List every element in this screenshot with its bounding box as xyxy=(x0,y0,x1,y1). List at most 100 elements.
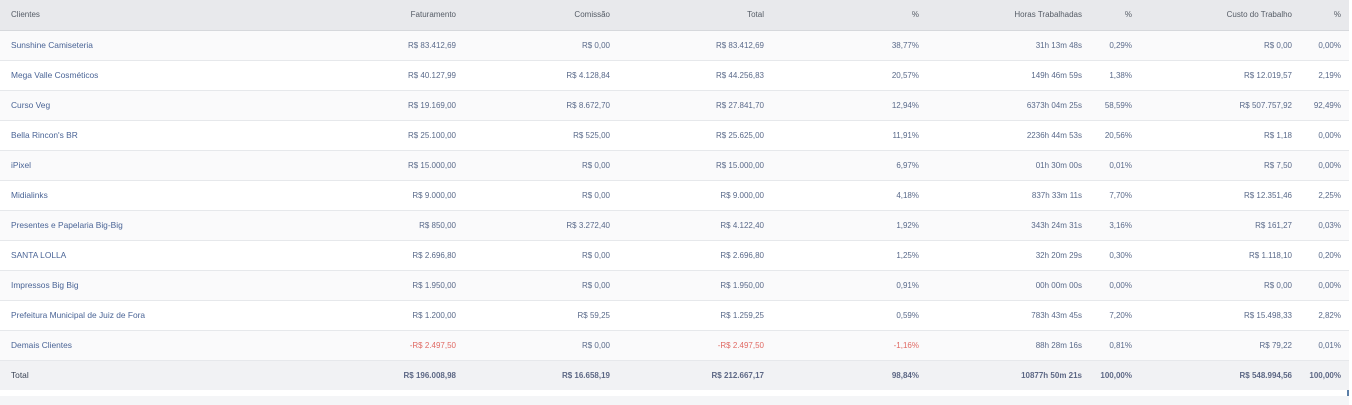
totals-faturamento: R$ 196.008,98 xyxy=(403,370,457,380)
totals-custo: R$ 548.994,56 xyxy=(1239,370,1293,380)
cell-comissao: R$ 525,00 xyxy=(573,130,610,140)
cell-horas: 837h 33m 11s xyxy=(1031,190,1082,200)
totals-horas: 10877h 50m 21s xyxy=(1021,370,1082,380)
cell-comissao: R$ 0,00 xyxy=(581,160,610,170)
cell-horas: 343h 24m 31s xyxy=(1031,220,1082,230)
cell-comissao: R$ 4.128,84 xyxy=(566,70,610,80)
cell-percent: 1,25% xyxy=(896,250,919,260)
table-row[interactable]: iPixel R$ 15.000,00 R$ 0,00 R$ 15.000,00 6,9… xyxy=(0,150,1349,180)
header-percent-horas[interactable]: % xyxy=(1082,0,1132,31)
cell-percent: 38,77% xyxy=(891,40,919,50)
header-total[interactable]: Total xyxy=(610,0,764,31)
cell-percent-horas: 20,56% xyxy=(1104,130,1132,140)
client-name-link[interactable]: Demais Clientes xyxy=(11,340,72,350)
header-percent-custo[interactable]: % xyxy=(1292,0,1349,31)
table-row[interactable]: Mega Valle Cosméticos R$ 40.127,99 R$ 4.12… xyxy=(0,60,1349,90)
client-name-link[interactable]: Bella Rincon's BR xyxy=(11,130,78,140)
cell-percent-horas: 7,70% xyxy=(1109,190,1132,200)
table-row[interactable]: Midialinks R$ 9.000,00 R$ 0,00 R$ 9.000,00 4… xyxy=(0,180,1349,210)
cell-total: R$ 1.259,25 xyxy=(720,310,764,320)
header-percent-total[interactable]: % xyxy=(764,0,919,31)
client-name-link[interactable]: Impressos Big Big xyxy=(11,280,79,290)
cell-percent: 11,91% xyxy=(892,130,919,140)
cell-percent-horas: 58,59% xyxy=(1104,100,1132,110)
clients-report-table: Clientes Faturamento Comissão Total % Ho… xyxy=(0,0,1349,390)
client-name-link[interactable]: iPixel xyxy=(11,160,32,170)
totals-label: Total xyxy=(11,370,29,381)
table-row[interactable]: SANTA LOLLA R$ 2.696,80 R$ 0,00 R$ 2.696,80… xyxy=(0,240,1349,270)
cell-comissao: R$ 0,00 xyxy=(581,40,610,50)
cell-faturamento: R$ 40.127,99 xyxy=(407,70,456,80)
cell-custo: R$ 1,18 xyxy=(1263,130,1292,140)
table-body: Sunshine Camiseteria R$ 83.412,69 R$ 0,00 R… xyxy=(0,30,1349,360)
table-row[interactable]: Prefeitura Municipal de Juiz de Fora R$ 1… xyxy=(0,300,1349,330)
cell-custo: R$ 79,22 xyxy=(1259,340,1292,350)
cell-percent-custo: 2,25% xyxy=(1318,190,1341,200)
header-comissao[interactable]: Comissão xyxy=(456,0,610,31)
cell-percent: 20,57% xyxy=(891,70,919,80)
cell-percent-custo: 0,03% xyxy=(1318,220,1341,230)
table-row[interactable]: Sunshine Camiseteria R$ 83.412,69 R$ 0,00 R… xyxy=(0,30,1349,60)
cell-faturamento: R$ 19.169,00 xyxy=(407,100,456,110)
table-header-row: Clientes Faturamento Comissão Total % Ho… xyxy=(0,0,1349,31)
cell-horas: 783h 43m 45s xyxy=(1031,310,1082,320)
client-name-link[interactable]: Sunshine Camiseteria xyxy=(11,40,93,50)
client-name-link[interactable]: Curso Veg xyxy=(11,100,51,110)
cell-percent: 0,59% xyxy=(896,310,919,320)
cell-percent-custo: 2,19% xyxy=(1318,70,1341,80)
cell-faturamento: R$ 25.100,00 xyxy=(407,130,456,140)
client-name-link[interactable]: Presentes e Papelaria Big-Big xyxy=(11,220,123,230)
cell-horas: 01h 30m 00s xyxy=(1035,160,1082,170)
cell-faturamento: R$ 1.200,00 xyxy=(412,310,456,320)
cell-percent-custo: 0,00% xyxy=(1318,130,1341,140)
cell-percent-custo: 0,00% xyxy=(1318,160,1341,170)
cell-horas: 31h 13m 48s xyxy=(1035,40,1082,50)
table-bottom-band xyxy=(0,396,1349,405)
cell-faturamento: R$ 850,00 xyxy=(419,220,456,230)
client-name-link[interactable]: SANTA LOLLA xyxy=(11,250,67,260)
cell-percent: 4,18% xyxy=(896,190,919,200)
table-row[interactable]: Impressos Big Big R$ 1.950,00 R$ 0,00 R$ 1.… xyxy=(0,270,1349,300)
table-row[interactable]: Bella Rincon's BR R$ 25.100,00 R$ 525,00 R$… xyxy=(0,120,1349,150)
client-name-link[interactable]: Mega Valle Cosméticos xyxy=(11,70,99,80)
client-name-link[interactable]: Prefeitura Municipal de Juiz de Fora xyxy=(11,310,146,320)
cell-total: R$ 9.000,00 xyxy=(720,190,764,200)
cell-horas: 88h 28m 16s xyxy=(1035,340,1082,350)
table-row[interactable]: Curso Veg R$ 19.169,00 R$ 8.672,70 R$ 27.84… xyxy=(0,90,1349,120)
cell-percent: 6,97% xyxy=(896,160,919,170)
cell-comissao: R$ 3.272,40 xyxy=(566,220,610,230)
cell-percent-custo: 0,20% xyxy=(1318,250,1341,260)
cell-percent-custo: 0,00% xyxy=(1318,40,1341,50)
cell-custo: R$ 0,00 xyxy=(1263,40,1292,50)
table-row[interactable]: Demais Clientes -R$ 2.497,50 R$ 0,00 -R$ 2.… xyxy=(0,330,1349,360)
header-custo-trabalho[interactable]: Custo do Trabalho xyxy=(1132,0,1292,31)
header-faturamento[interactable]: Faturamento xyxy=(340,0,456,31)
cell-horas: 2236h 44m 53s xyxy=(1026,130,1082,140)
cell-percent-horas: 7,20% xyxy=(1109,310,1132,320)
cell-percent-custo: 0,00% xyxy=(1318,280,1341,290)
totals-percent-custo: 100,00% xyxy=(1309,370,1341,380)
cell-custo: R$ 15.498,33 xyxy=(1243,310,1292,320)
cell-total: R$ 44.256,83 xyxy=(715,70,764,80)
cell-percent-horas: 0,00% xyxy=(1109,280,1132,290)
cell-percent-custo: 0,01% xyxy=(1318,340,1341,350)
header-horas-trabalhadas[interactable]: Horas Trabalhadas xyxy=(919,0,1082,31)
cell-faturamento: R$ 2.696,80 xyxy=(412,250,456,260)
totals-percent-horas: 100,00% xyxy=(1100,370,1132,380)
client-name-link[interactable]: Midialinks xyxy=(11,190,48,200)
cell-horas: 149h 46m 59s xyxy=(1031,70,1082,80)
cell-percent: 12,94% xyxy=(891,100,919,110)
table-row[interactable]: Presentes e Papelaria Big-Big R$ 850,00 R$… xyxy=(0,210,1349,240)
cell-custo: R$ 161,27 xyxy=(1255,220,1292,230)
cell-custo: R$ 0,00 xyxy=(1263,280,1292,290)
cell-percent-horas: 0,01% xyxy=(1109,160,1132,170)
cell-total: R$ 2.696,80 xyxy=(720,250,764,260)
cell-custo: R$ 507.757,92 xyxy=(1239,100,1293,110)
cell-percent-horas: 0,30% xyxy=(1109,250,1132,260)
cell-faturamento: -R$ 2.497,50 xyxy=(409,340,456,350)
cell-comissao: R$ 0,00 xyxy=(581,190,610,200)
totals-percent: 98,84% xyxy=(891,370,919,380)
header-clientes[interactable]: Clientes xyxy=(0,0,340,31)
cell-percent-horas: 1,38% xyxy=(1109,70,1132,80)
